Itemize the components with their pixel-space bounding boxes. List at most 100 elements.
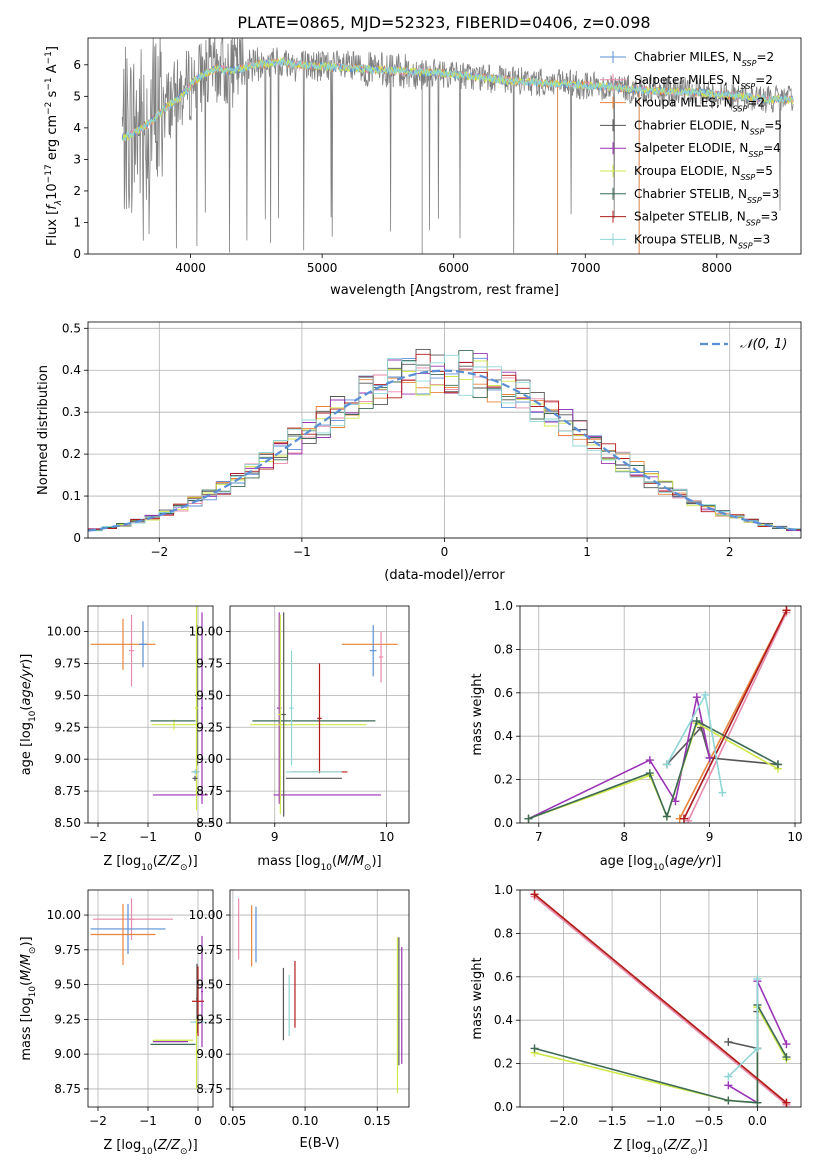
series-marker <box>782 1040 791 1049</box>
x-tick-label: 9 <box>706 830 714 844</box>
x-axis-label: (data-model)/error <box>384 568 505 583</box>
x-tick-label: −2.0 <box>549 1114 578 1128</box>
x-axis-label: age [log10(age/yr)] <box>600 854 722 873</box>
legend-entry: Chabrier MILES, NSSP=2 <box>634 50 774 68</box>
errorbar-salpeter-elodie <box>201 935 203 1048</box>
grid-age-vs-Z <box>88 606 213 824</box>
series-line <box>533 895 788 1106</box>
series-marker <box>724 1037 733 1046</box>
y-tick-label: 9.00 <box>196 1047 223 1061</box>
x-tick-label: 7000 <box>570 261 601 275</box>
x-tick-label: 0 <box>194 1114 202 1128</box>
ticks-spectrum: 4000 5000 6000 7000 8000 0 1 2 3 4 5 6 <box>73 58 732 275</box>
series-marker <box>524 814 533 823</box>
y-tick-label: 0.6 <box>494 686 513 700</box>
x-tick-label: −1.0 <box>646 1114 675 1128</box>
axes-weight-vs-Z: −2.0 −1.5 −1.0 −0.5 0.0 0.0 0.2 0.4 0.6 0.8 1.0 mas… <box>470 883 802 1157</box>
series-marker <box>692 693 701 702</box>
plot-area-mass-vs-Z <box>90 898 206 1089</box>
x-tick-label: 0 <box>194 830 202 844</box>
axes-frame <box>519 605 802 824</box>
x-axis-label: mass [log10(M/M⊙)] <box>257 854 381 873</box>
y-tick-label: 9.75 <box>196 943 223 957</box>
axes-weight-vs-age: 7 8 9 10 0.0 0.2 0.4 0.6 0.8 1.0 mass weight age [l… <box>470 599 803 873</box>
x-tick-label: 8000 <box>702 261 733 275</box>
x-tick-label: −2 <box>150 545 168 559</box>
legend-entry: Chabrier STELIB, NSSP=3 <box>634 187 779 205</box>
x-tick-label: 0.0 <box>748 1114 767 1128</box>
series-marker <box>671 797 680 806</box>
series-marker <box>645 756 654 765</box>
y-tick-label: 0.8 <box>494 642 513 656</box>
axes-spectrum: 4000 5000 6000 7000 8000 0 1 2 3 4 5 6 wavelength [A… <box>44 37 802 298</box>
x-tick-label: −2 <box>89 830 107 844</box>
errorbar-chabrier-miles <box>369 625 377 677</box>
grid-weight-vs-Z <box>520 889 801 1108</box>
normal-curve <box>88 369 801 532</box>
y-tick-label: 8.75 <box>54 1082 81 1096</box>
y-tick-label: 9.75 <box>196 656 223 670</box>
errorbar-chabrier-miles <box>90 903 166 954</box>
axes-frame <box>87 321 802 539</box>
x-tick-label: 0.05 <box>220 1114 247 1128</box>
y-axis-label: age [log10(age/yr)] <box>19 654 38 776</box>
y-tick-label: 0.4 <box>494 1013 513 1027</box>
axes-frame <box>87 889 214 1108</box>
y-tick-label: 8.50 <box>196 816 223 830</box>
errorbar-kroupa-elodie <box>195 1019 198 1089</box>
plot-area-mass-vs-EBV <box>238 898 403 1094</box>
x-tick-label: 8 <box>620 830 628 844</box>
y-tick-label: 9.00 <box>54 1047 81 1061</box>
plot-area-age-vs-Z <box>90 606 208 811</box>
errorbar-chabrier-elodie <box>281 612 286 817</box>
y-tick-label: 0.2 <box>494 1057 513 1071</box>
plot-area-residuals <box>88 348 801 532</box>
y-tick-label: 0 <box>73 531 81 545</box>
y-tick-label: 10.00 <box>47 908 81 922</box>
x-tick-label: 0 <box>441 545 449 559</box>
ticks-residuals: −2 −1 0 1 2 0 0.1 0.2 0.3 0.4 0.5 <box>62 321 734 559</box>
x-tick-label: −0.5 <box>694 1114 723 1128</box>
x-tick-label: 2 <box>726 545 734 559</box>
errorbar-salpeter-miles <box>129 614 134 687</box>
series-marker <box>724 1096 733 1105</box>
y-tick-label: 0.4 <box>494 729 513 743</box>
y-tick-label: 10.00 <box>47 625 81 639</box>
series-marker <box>718 788 727 797</box>
x-tick-label: 9 <box>271 830 279 844</box>
axes-frame <box>229 889 410 1108</box>
y-tick-label: 1.0 <box>494 599 513 613</box>
errorbar-chabrier-elodie <box>192 775 198 781</box>
x-axis-label: E(B-V) <box>299 1136 339 1151</box>
y-tick-label: 0.5 <box>62 321 81 335</box>
legend-entry: Kroupa STELIB, NSSP=3 <box>634 232 770 250</box>
series-marker <box>662 812 671 821</box>
axes-mass-vs-EBV: 0.05 0.10 0.15 8.75 9.00 9.25 9.50 9.75 10.00 E(B… <box>189 889 410 1151</box>
errorbar-kroupa-stelib <box>289 650 294 766</box>
axes-frame <box>519 889 802 1108</box>
x-tick-label: −1 <box>293 545 311 559</box>
axes-frame <box>229 605 410 824</box>
y-tick-label: 9.50 <box>54 978 81 992</box>
errorbar-salpeter-miles <box>378 631 384 683</box>
y-tick-label: 0.4 <box>62 363 81 377</box>
errorbar-salpeter-stelib <box>192 966 204 1037</box>
spectrum-legend: Chabrier MILES, NSSP=2 Salpeter MILES, NS… <box>600 50 782 250</box>
y-tick-label: 9.25 <box>196 720 223 734</box>
errorbar-kroupa-elodie <box>195 606 198 811</box>
y-tick-label: 9.25 <box>54 720 81 734</box>
series-marker <box>724 1081 733 1090</box>
x-axis-label: wavelength [Angstrom, rest frame] <box>330 283 559 298</box>
series-salpeter-stelib <box>530 890 791 1107</box>
y-tick-label: 2 <box>73 184 81 198</box>
y-tick-label: 9.50 <box>196 688 223 702</box>
ticks-age-vs-Z: −2 −1 0 8.50 8.75 9.00 9.25 9.50 9.75 10.00 <box>47 625 202 844</box>
x-tick-label: −2 <box>89 1114 107 1128</box>
series-marker <box>724 1072 733 1081</box>
y-axis-label: mass weight <box>470 957 485 1039</box>
legend-entry: Salpeter ELODIE, NSSP=4 <box>634 141 781 159</box>
x-axis-label: Z [log10(Z/Z⊙)] <box>103 854 197 873</box>
axes-residuals: −2 −1 0 1 2 0 0.1 0.2 0.3 0.4 0.5 (data-model)/erro… <box>36 321 802 583</box>
series-marker <box>753 1044 762 1053</box>
